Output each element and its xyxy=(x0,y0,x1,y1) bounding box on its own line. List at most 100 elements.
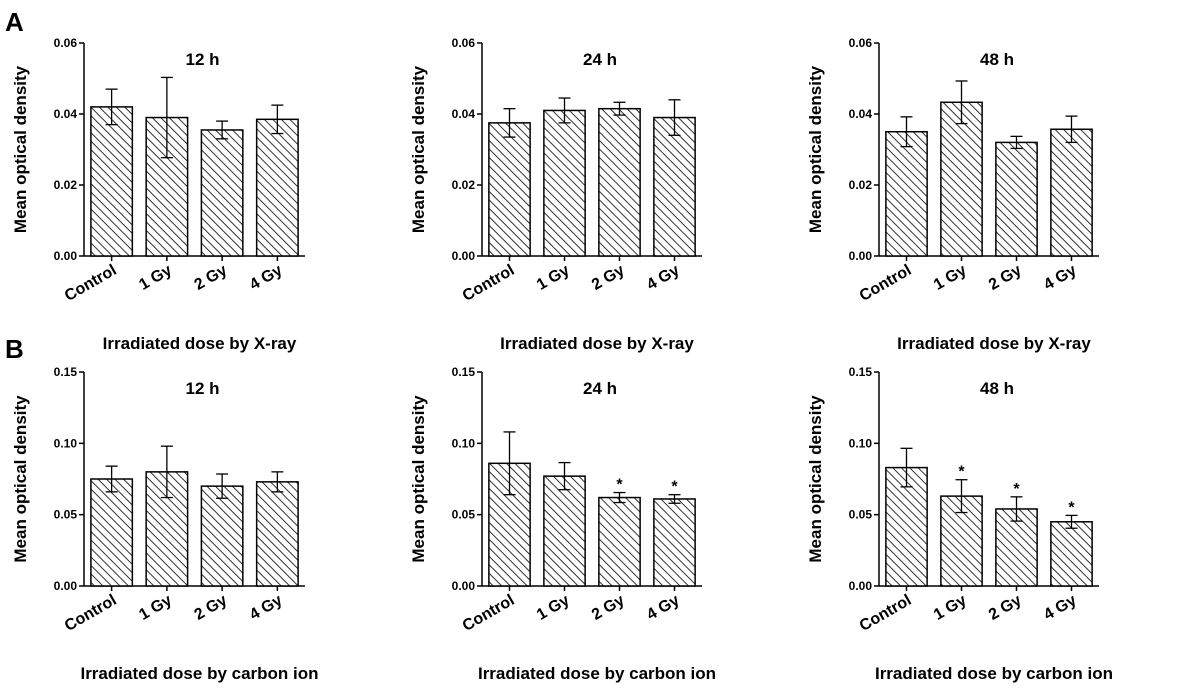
y-tick-label: 0.00 xyxy=(54,249,78,263)
x-tick-label: 2 Gy xyxy=(589,262,628,294)
y-tick-label: 0.06 xyxy=(452,36,476,50)
y-tick-label: 0.10 xyxy=(452,436,476,450)
chart-5: 0.00 0.05 0.10 0.15 24 h Mean optical density… xyxy=(409,365,716,683)
y-tick-label: 0.00 xyxy=(849,249,873,263)
x-tick-label: 1 Gy xyxy=(534,262,573,294)
chart-1: 0.00 0.02 0.04 0.06 12 h Mean optical density… xyxy=(11,36,305,353)
x-tick-label: 1 Gy xyxy=(931,592,970,624)
x-tick-label: 4 Gy xyxy=(247,262,286,294)
bar xyxy=(885,131,928,257)
y-tick-label: 0.06 xyxy=(54,36,78,50)
y-tick-label: 0.05 xyxy=(452,508,476,522)
significance-marker: * xyxy=(1068,499,1075,516)
panel-label-a: A xyxy=(5,7,24,37)
x-tick-label: 2 Gy xyxy=(589,592,628,624)
error-bar xyxy=(558,461,571,491)
y-tick-label: 0.04 xyxy=(849,107,873,121)
error-bar xyxy=(613,491,626,504)
x-tick-label: 4 Gy xyxy=(644,592,683,624)
y-axis-label: Mean optical density xyxy=(806,65,825,233)
y-tick-label: 0.02 xyxy=(849,178,873,192)
error-bar xyxy=(1065,514,1078,529)
charts-container: 0.00 0.02 0.04 0.06 12 h Mean optical density… xyxy=(11,36,1113,683)
error-bar xyxy=(105,88,118,126)
bar xyxy=(543,475,586,587)
x-tick-label: Control xyxy=(62,592,120,635)
bar xyxy=(653,116,696,257)
y-tick-label: 0.04 xyxy=(452,107,476,121)
x-tick-label: 1 Gy xyxy=(534,592,573,624)
error-bar xyxy=(1010,135,1023,150)
error-bar xyxy=(105,465,118,493)
x-tick-label: 2 Gy xyxy=(986,592,1025,624)
x-tick-label: 4 Gy xyxy=(1041,592,1080,624)
y-tick-label: 0.00 xyxy=(452,249,476,263)
bar xyxy=(200,129,244,257)
bar xyxy=(543,109,586,257)
error-bar xyxy=(160,76,173,159)
y-axis-label: Mean optical density xyxy=(11,395,30,563)
error-bar xyxy=(160,445,173,499)
error-bar xyxy=(216,120,229,140)
x-axis-label: Irradiated dose by X-ray xyxy=(500,334,694,353)
bar xyxy=(90,478,134,587)
y-tick-label: 0.00 xyxy=(849,579,873,593)
chart-3: 0.00 0.02 0.04 0.06 48 h Mean optical density… xyxy=(806,36,1099,353)
y-tick-label: 0.00 xyxy=(452,579,476,593)
bar xyxy=(653,498,696,587)
error-bar xyxy=(503,431,516,496)
significance-marker: * xyxy=(1013,481,1020,498)
x-axis-label: Irradiated dose by X-ray xyxy=(103,334,297,353)
error-bar xyxy=(503,108,516,138)
error-bar xyxy=(271,104,284,135)
x-axis-label: Irradiated dose by carbon ion xyxy=(478,664,716,683)
bar xyxy=(255,481,299,587)
y-axis-label: Mean optical density xyxy=(806,395,825,563)
x-axis-label: Irradiated dose by carbon ion xyxy=(80,664,318,683)
x-tick-label: 2 Gy xyxy=(192,262,231,294)
error-bar xyxy=(1065,115,1078,144)
panel-label-b: B xyxy=(5,334,24,364)
bar xyxy=(940,101,983,257)
x-tick-label: Control xyxy=(62,262,120,305)
y-axis-label: Mean optical density xyxy=(409,65,428,233)
chart-title: 12 h xyxy=(185,379,219,398)
error-bar xyxy=(1010,496,1023,522)
x-tick-label: 4 Gy xyxy=(644,262,683,294)
x-tick-label: 2 Gy xyxy=(192,592,231,624)
error-bar xyxy=(955,80,968,125)
x-tick-label: 4 Gy xyxy=(247,592,286,624)
chart-title: 48 h xyxy=(980,50,1014,69)
x-tick-label: 4 Gy xyxy=(1041,262,1080,294)
x-tick-label: Control xyxy=(857,592,915,635)
bar xyxy=(598,107,641,257)
bar xyxy=(255,118,299,257)
error-bar xyxy=(955,479,968,514)
chart-6: 0.00 0.05 0.10 0.15 48 h Mean optical density… xyxy=(806,365,1113,683)
y-tick-label: 0.15 xyxy=(452,365,476,379)
error-bar xyxy=(271,471,284,493)
bar xyxy=(200,485,244,587)
x-tick-label: Control xyxy=(460,592,518,635)
error-bar xyxy=(900,116,913,148)
chart-title: 48 h xyxy=(980,379,1014,398)
bar xyxy=(488,122,531,257)
error-bar xyxy=(668,494,681,504)
y-tick-label: 0.05 xyxy=(849,508,873,522)
significance-marker: * xyxy=(671,479,678,496)
error-bar xyxy=(668,99,681,136)
y-tick-label: 0.06 xyxy=(849,36,873,50)
y-tick-label: 0.04 xyxy=(54,107,78,121)
chart-title: 24 h xyxy=(583,50,617,69)
chart-title: 24 h xyxy=(583,379,617,398)
error-bar xyxy=(216,473,229,499)
bar xyxy=(1050,521,1093,587)
y-tick-label: 0.15 xyxy=(54,365,78,379)
bar xyxy=(1050,128,1093,257)
significance-marker: * xyxy=(958,464,965,481)
chart-2: 0.00 0.02 0.04 0.06 24 h Mean optical density… xyxy=(409,36,702,353)
y-tick-label: 0.10 xyxy=(54,436,78,450)
y-tick-label: 0.15 xyxy=(849,365,873,379)
y-axis-label: Mean optical density xyxy=(11,65,30,233)
